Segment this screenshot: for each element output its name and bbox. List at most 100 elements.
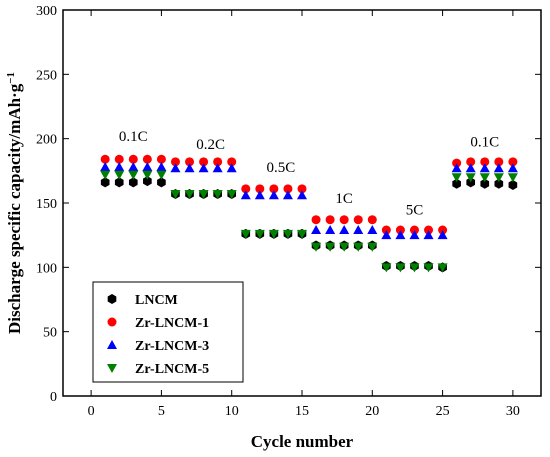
data-point — [185, 157, 195, 167]
y-tick-label: 50 — [43, 326, 57, 341]
data-point — [100, 154, 110, 164]
data-point — [367, 242, 378, 252]
data-point — [240, 229, 251, 239]
legend-marker — [107, 364, 117, 373]
data-point — [466, 157, 476, 167]
data-point — [114, 170, 125, 180]
data-point — [424, 225, 434, 235]
legend-label: Zr-LNCM-5 — [135, 362, 209, 377]
data-point — [451, 173, 462, 183]
data-point — [198, 163, 209, 173]
data-point — [170, 157, 180, 167]
data-point — [128, 177, 138, 188]
rate-label: 0.5C — [267, 160, 296, 176]
data-point — [480, 178, 490, 189]
data-point — [114, 177, 124, 188]
data-point — [423, 230, 434, 240]
data-point — [170, 163, 181, 173]
data-point — [325, 215, 335, 225]
data-point — [480, 157, 490, 167]
data-point — [142, 161, 153, 171]
data-point — [156, 170, 167, 180]
data-point — [479, 173, 490, 183]
data-point — [297, 184, 307, 194]
data-point — [409, 263, 420, 273]
data-point — [227, 157, 237, 167]
y-axis-title-main: Discharge specific capacity/mAh·g — [5, 83, 24, 334]
legend-marker — [107, 317, 117, 327]
data-point — [493, 173, 504, 183]
data-point — [128, 154, 138, 164]
legend: LNCM Zr-LNCM-1 Zr-LNCM-3 Zr-LNCM-5 — [92, 281, 244, 383]
y-tick-label: 250 — [36, 68, 57, 83]
rate-label: 0.2C — [196, 137, 225, 153]
data-point — [465, 173, 476, 183]
data-point — [128, 170, 139, 180]
x-axis-title: Cycle number — [251, 432, 354, 451]
data-point — [268, 229, 279, 239]
data-point — [157, 177, 166, 188]
data-point — [226, 189, 237, 199]
y-axis-title: Discharge specific capacity/mAh·g−1 — [5, 72, 24, 334]
x-tick-label: 10 — [225, 404, 239, 419]
series-1 — [100, 154, 518, 235]
data-point — [297, 229, 307, 239]
data-point — [212, 189, 223, 199]
y-axis-title-superscript: −1 — [5, 72, 17, 84]
data-point — [437, 230, 448, 240]
legend-marker — [107, 340, 117, 349]
data-point — [128, 161, 139, 171]
data-point — [409, 225, 419, 235]
x-tick-label: 25 — [436, 404, 450, 419]
data-point — [494, 157, 504, 167]
data-point — [367, 215, 377, 225]
y-tick-label: 300 — [36, 4, 57, 19]
data-point — [170, 189, 181, 199]
legend-marker — [107, 294, 117, 304]
data-point — [311, 215, 321, 225]
data-point — [395, 230, 406, 240]
data-point — [254, 190, 265, 200]
data-point — [282, 229, 293, 239]
data-point — [268, 190, 279, 200]
data-point — [507, 173, 518, 183]
data-point — [395, 225, 405, 235]
y-tick-label: 0 — [50, 390, 57, 405]
data-point — [142, 154, 152, 164]
data-point — [143, 176, 152, 187]
data-point — [283, 184, 293, 194]
data-point — [508, 179, 518, 190]
data-point — [213, 157, 223, 167]
data-point — [255, 184, 265, 194]
data-point — [199, 157, 209, 167]
data-point — [451, 163, 462, 173]
data-point — [466, 177, 476, 188]
legend-label: LNCM — [135, 293, 178, 308]
data-point — [339, 242, 350, 252]
y-tick-label: 100 — [36, 261, 57, 276]
data-point — [493, 163, 504, 173]
series-0 — [100, 176, 518, 273]
data-point — [311, 225, 322, 235]
series-3 — [100, 170, 518, 273]
data-point — [438, 225, 448, 235]
legend-label: Zr-LNCM-3 — [135, 339, 209, 354]
data-point — [184, 189, 195, 199]
data-point — [297, 190, 307, 200]
data-point — [100, 177, 110, 188]
data-point — [381, 225, 391, 235]
data-point — [325, 242, 336, 252]
data-point — [452, 178, 461, 189]
data-point — [452, 158, 462, 168]
data-point — [353, 242, 364, 252]
data-point — [212, 163, 223, 173]
data-point — [100, 170, 111, 180]
data-point — [100, 161, 111, 171]
data-point — [142, 170, 153, 180]
data-point — [437, 263, 448, 273]
data-point — [507, 163, 518, 173]
x-tick-label: 20 — [365, 404, 379, 419]
data-point — [508, 157, 518, 167]
data-points — [100, 154, 518, 273]
